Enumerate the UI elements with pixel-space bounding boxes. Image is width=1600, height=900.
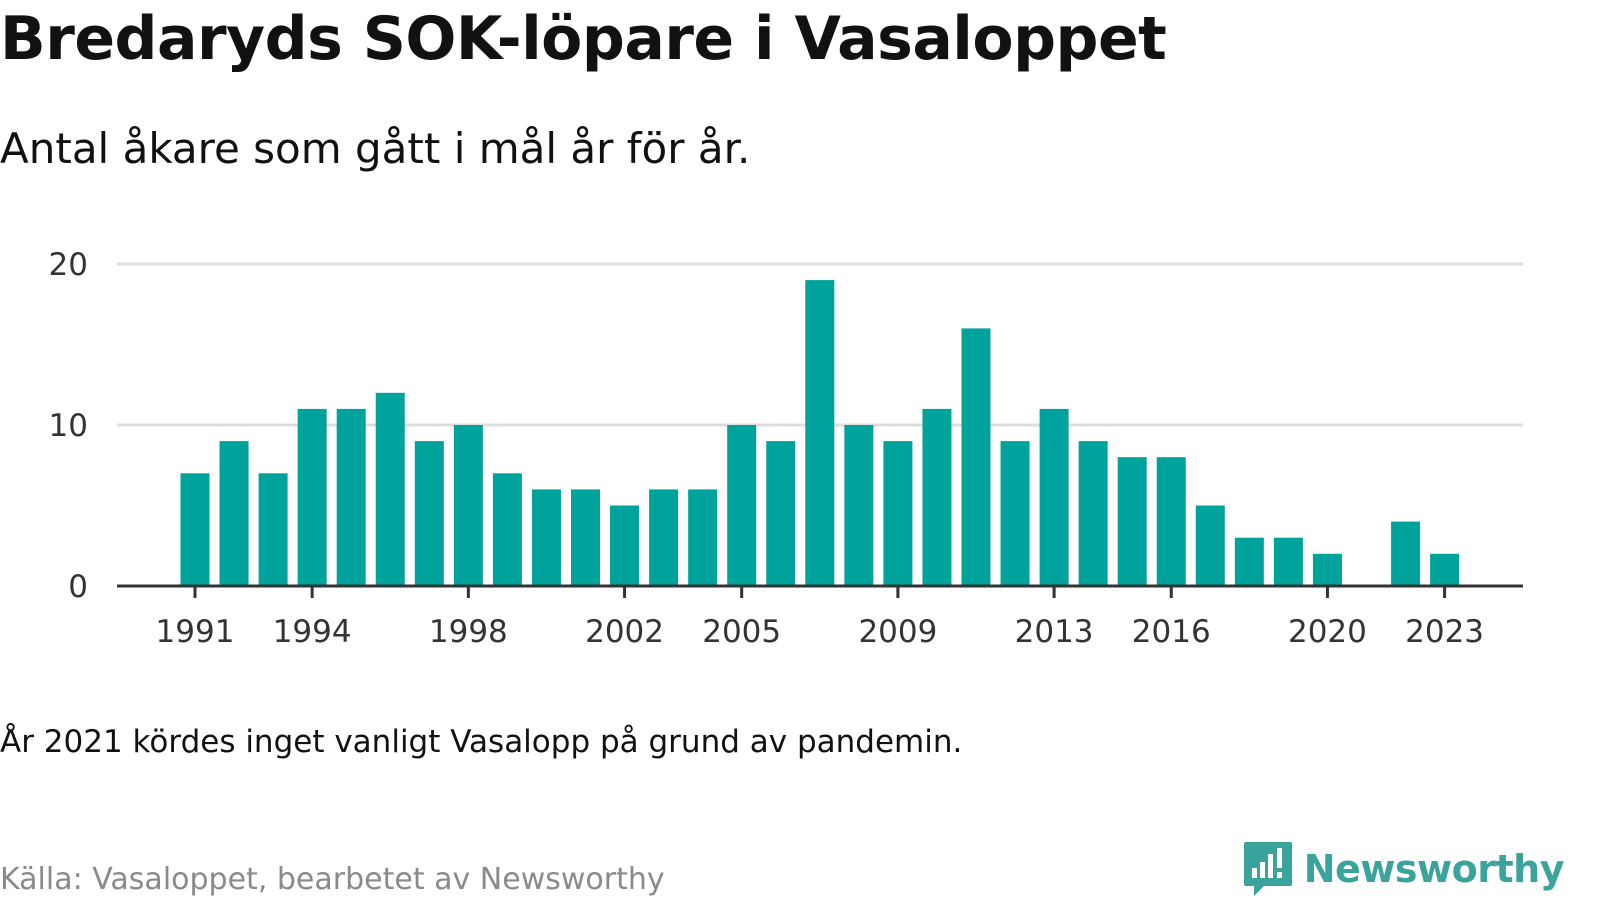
bar-2019 xyxy=(1273,537,1303,586)
bar-1998 xyxy=(453,425,483,586)
x-tick-label-2013: 2013 xyxy=(1015,614,1094,650)
bar-2000 xyxy=(531,489,561,586)
x-tick-label-1994: 1994 xyxy=(273,614,352,650)
bar-1997 xyxy=(414,441,444,586)
bar-2015 xyxy=(1117,457,1147,586)
bar-1991 xyxy=(180,473,210,586)
bar-2013 xyxy=(1039,408,1069,586)
x-axis xyxy=(117,584,1523,598)
tick-labels: 0 10 20 1991 1994 1998 2002 2005 2009 2013 2016 202… xyxy=(49,247,1485,650)
brand-name: Newsworthy xyxy=(1303,847,1565,891)
bar-2014 xyxy=(1078,441,1108,586)
chart-subtitle: Antal åkare som gått i mål år för år. xyxy=(0,124,751,173)
bar-1999 xyxy=(492,473,522,586)
bar-2010 xyxy=(922,408,952,586)
y-tick-label-20: 20 xyxy=(49,247,88,283)
bar-2011 xyxy=(961,328,991,586)
bar-2009 xyxy=(883,441,913,586)
source-credit: Källa: Vasaloppet, bearbetet av Newswort… xyxy=(0,862,665,897)
bar-2023 xyxy=(1430,553,1460,586)
x-tick-label-2023: 2023 xyxy=(1405,614,1484,650)
bar-2001 xyxy=(571,489,600,586)
x-tick-label-2002: 2002 xyxy=(585,614,664,650)
bar-1994 xyxy=(297,408,327,586)
bar-2002 xyxy=(610,505,640,586)
bar-2020 xyxy=(1312,553,1342,586)
bar-2012 xyxy=(1000,441,1030,586)
x-tick-label-2016: 2016 xyxy=(1132,614,1211,650)
bar-1993 xyxy=(258,473,288,586)
bar-chart: 0 10 20 1991 1994 1998 2002 2005 2009 2013 2016 202… xyxy=(49,247,1523,650)
chart-title: Bredaryds SOK-löpare i Vasaloppet xyxy=(0,4,1167,74)
x-tick-label-2005: 2005 xyxy=(702,614,781,650)
bar-2022 xyxy=(1391,521,1421,586)
bar-2017 xyxy=(1195,505,1225,586)
bar-1995 xyxy=(336,408,366,586)
x-tick-label-2020: 2020 xyxy=(1288,614,1367,650)
bar-2018 xyxy=(1234,537,1264,586)
footnote: År 2021 kördes inget vanligt Vasalopp på… xyxy=(0,724,963,760)
bar-1996 xyxy=(375,392,405,586)
bar-2006 xyxy=(766,441,796,586)
bars xyxy=(180,280,1460,586)
chart-speech-bubble-icon xyxy=(1243,842,1292,896)
x-tick-label-1998: 1998 xyxy=(429,614,508,650)
y-tick-label-0: 0 xyxy=(68,569,88,605)
bar-2007 xyxy=(805,280,835,586)
y-tick-label-10: 10 xyxy=(49,408,88,444)
bar-1992 xyxy=(219,441,249,586)
bar-2004 xyxy=(688,489,718,586)
x-tick-label-2009: 2009 xyxy=(858,614,937,650)
x-tick-label-1991: 1991 xyxy=(156,614,235,650)
bar-2016 xyxy=(1156,457,1186,586)
bar-2005 xyxy=(727,425,757,586)
bar-2003 xyxy=(649,489,679,586)
brand-logo: Newsworthy xyxy=(1242,840,1565,898)
bar-2008 xyxy=(844,425,874,586)
